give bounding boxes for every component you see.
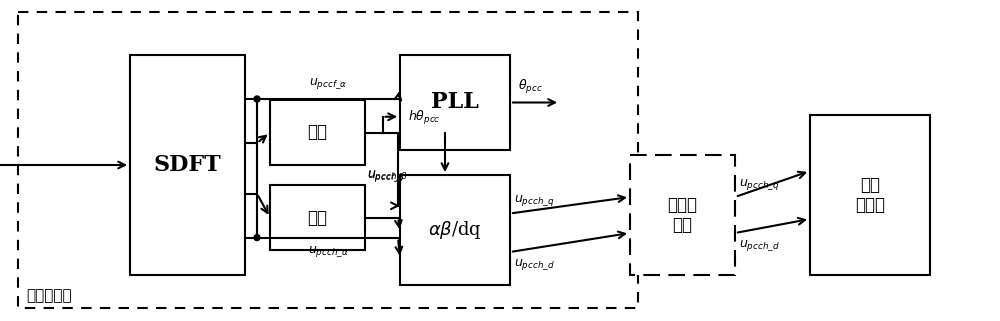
Text: $u_{pcch\_d}$: $u_{pcch\_d}$	[514, 257, 555, 272]
Text: $\alpha\beta$/dq: $\alpha\beta$/dq	[428, 219, 482, 241]
Text: 延时: 延时	[308, 124, 328, 142]
Text: 延时: 延时	[308, 209, 328, 227]
Bar	[18, 12, 638, 308]
Text: $u_{pccf\_\beta}$: $u_{pccf\_\beta}$	[367, 169, 405, 184]
Text: 集中控制器: 集中控制器	[26, 288, 72, 303]
Text: $h\theta_{pcc}$: $h\theta_{pcc}$	[408, 109, 441, 127]
Text: $u_{pccf\_\alpha}$: $u_{pccf\_\alpha}$	[309, 76, 348, 91]
Text: $u_{pcch\_q}$: $u_{pcch\_q}$	[514, 194, 554, 209]
Text: SDFT: SDFT	[154, 154, 221, 176]
Bar	[400, 55, 510, 150]
Text: PLL: PLL	[431, 91, 479, 114]
Text: $\theta_{pcc}$: $\theta_{pcc}$	[518, 79, 543, 97]
Text: 本地
控制器: 本地 控制器	[855, 176, 885, 214]
Bar	[270, 185, 365, 250]
Circle shape	[254, 96, 260, 102]
Bar	[130, 55, 245, 275]
Circle shape	[254, 235, 260, 241]
Bar	[810, 115, 930, 275]
Text: 低带宽
通信: 低带宽 通信	[668, 195, 698, 234]
Bar	[400, 175, 510, 285]
Text: $u_{pcch\_d}$: $u_{pcch\_d}$	[739, 238, 780, 253]
Bar	[270, 100, 365, 165]
Text: $u_{pcch\_\beta}$: $u_{pcch\_\beta}$	[367, 168, 407, 183]
Bar	[630, 155, 735, 275]
Text: $u_{pcch\_q}$: $u_{pcch\_q}$	[739, 177, 779, 192]
Text: $u_{pcch\_\alpha}$: $u_{pcch\_\alpha}$	[308, 244, 349, 259]
